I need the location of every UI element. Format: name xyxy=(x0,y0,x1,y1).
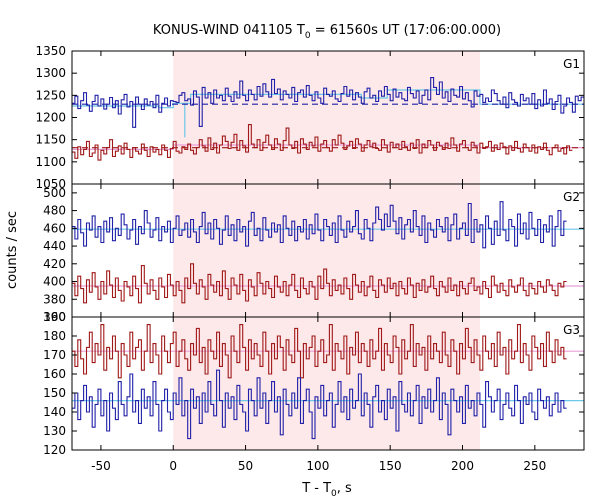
y-tick-label: 1200 xyxy=(35,111,66,125)
x-tick-label: 0 xyxy=(169,459,177,473)
data-layer xyxy=(72,77,584,440)
y-tick-label: 120 xyxy=(43,443,66,457)
panel-g1 xyxy=(72,77,584,161)
y-tick-label: 460 xyxy=(43,221,66,235)
y-tick-label: 500 xyxy=(43,186,66,200)
y-tick-label: 360 xyxy=(43,310,66,324)
y-tick-label: 160 xyxy=(43,367,66,381)
series-g3-red xyxy=(72,324,567,379)
series-g2-red xyxy=(72,263,567,304)
panel-label-g2: G2 xyxy=(563,190,580,204)
x-axis-label: T - T0, s xyxy=(301,481,352,499)
highlight-layer xyxy=(173,51,480,450)
x-tick-label: -50 xyxy=(91,459,111,473)
series-g1-red xyxy=(72,124,573,161)
y-tick-label: 1350 xyxy=(35,44,66,58)
y-tick-label: 400 xyxy=(43,275,66,289)
y-tick-label: 380 xyxy=(43,292,66,306)
y-tick-label: 170 xyxy=(43,348,66,362)
chart-title: KONUS-WIND 041105 T0 = 61560s UT (17:06:… xyxy=(153,23,501,41)
panel-g2 xyxy=(72,201,584,304)
x-tick-label: 50 xyxy=(238,459,253,473)
y-tick-label: 1300 xyxy=(35,66,66,80)
y-tick-label: 130 xyxy=(43,424,66,438)
frame-layer: 1050110011501200125013001350G13603804004… xyxy=(35,44,585,473)
y-tick-label: 1150 xyxy=(35,133,66,147)
panel-label-g1: G1 xyxy=(563,57,580,71)
x-tick-label: 150 xyxy=(379,459,402,473)
panel-label-g3: G3 xyxy=(563,323,580,337)
y-tick-label: 440 xyxy=(43,239,66,253)
y-tick-label: 1250 xyxy=(35,88,66,102)
highlight-interval xyxy=(173,51,480,450)
y-tick-label: 180 xyxy=(43,329,66,343)
x-tick-label: 200 xyxy=(451,459,474,473)
y-tick-label: 150 xyxy=(43,386,66,400)
series-g1-blue xyxy=(72,77,584,128)
y-tick-label: 480 xyxy=(43,204,66,218)
panel-g3 xyxy=(72,324,584,440)
y-tick-label: 1100 xyxy=(35,155,66,169)
y-tick-label: 420 xyxy=(43,257,66,271)
y-tick-label: 190 xyxy=(43,310,66,324)
y-axis-label: counts / sec xyxy=(5,211,20,289)
x-tick-label: 100 xyxy=(306,459,329,473)
y-tick-label: 1050 xyxy=(35,177,66,191)
series-g2-blue xyxy=(72,201,567,249)
series-g3-blue xyxy=(72,369,567,440)
x-tick-label: 250 xyxy=(523,459,546,473)
y-tick-label: 140 xyxy=(43,405,66,419)
panel-frame-g3 xyxy=(71,316,585,451)
